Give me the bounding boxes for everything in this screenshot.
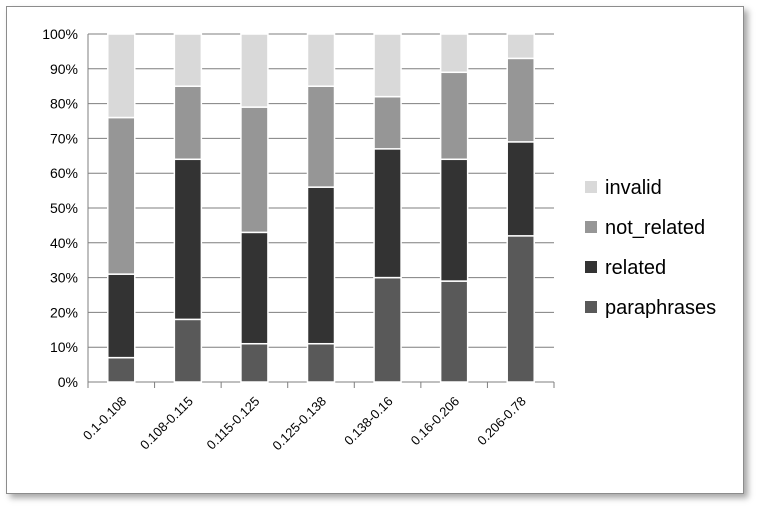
bar-segment-invalid <box>439 33 469 74</box>
legend-label: invalid <box>605 177 662 199</box>
y-tick-label: 100% <box>42 26 78 42</box>
bar-segment-not_related <box>173 85 203 161</box>
y-tick-label: 0% <box>58 374 78 390</box>
bar-segment-related <box>240 231 269 345</box>
x-tick-label: 0.16-0.206 <box>408 394 463 449</box>
x-tick-label: 0.206-0.78 <box>474 394 529 449</box>
bar-segment-paraphrases <box>373 276 402 383</box>
y-tick-label: 10% <box>50 339 78 355</box>
bar-segment-invalid <box>506 33 535 60</box>
x-tick-label: 0.1-0.108 <box>80 394 129 443</box>
bar-segment-invalid <box>373 33 402 98</box>
y-tick-label: 40% <box>50 235 78 251</box>
bar-segment-related <box>107 273 136 359</box>
bar-segment-related <box>439 158 469 282</box>
bar-segment-not_related <box>107 116 136 275</box>
bar-segment-invalid <box>173 33 203 87</box>
x-tick-label: 0.108-0.115 <box>137 394 196 453</box>
x-tick-label: 0.125-0.138 <box>269 394 329 454</box>
bar-segment-paraphrases <box>439 280 469 383</box>
y-tick-label: 50% <box>50 200 78 216</box>
bar-segment-paraphrases <box>240 342 269 383</box>
legend-label: not_related <box>605 217 705 239</box>
y-tick-label: 70% <box>50 130 78 146</box>
legend-swatch-related <box>585 261 597 273</box>
bar-segment-not_related <box>240 106 269 234</box>
legend-swatch-invalid <box>585 181 597 193</box>
y-tick-label: 30% <box>50 270 78 286</box>
legend-label: paraphrases <box>605 297 716 319</box>
x-tick-label: 0.115-0.125 <box>204 394 263 453</box>
y-tick-label: 60% <box>50 165 78 181</box>
y-tick-label: 20% <box>50 304 78 320</box>
y-tick-label: 90% <box>50 61 78 77</box>
bar-segment-related <box>373 148 402 279</box>
legend-swatch-paraphrases <box>585 301 597 313</box>
stacked-bar-chart: 0% 10% 20% 30% 40% 50% 60% 70% 80% 90% 100% 0.1-0.1… <box>42 26 716 454</box>
bar-segment-paraphrases <box>173 318 203 383</box>
bar-segment-invalid <box>107 33 136 119</box>
bar-segment-not_related <box>306 85 336 188</box>
bar-segment-paraphrases <box>306 342 336 383</box>
bar-segment-related <box>173 158 203 321</box>
bar-segment-not_related <box>439 71 469 161</box>
legend-swatch-not_related <box>585 221 597 233</box>
bar-segment-paraphrases <box>506 235 535 383</box>
bar-segment-invalid <box>306 33 336 87</box>
bar-segment-not_related <box>373 95 402 150</box>
bar-segment-invalid <box>240 33 269 108</box>
bar-segment-not_related <box>506 57 535 143</box>
x-tick-label: 0.138-0.16 <box>341 394 396 449</box>
bar-segment-paraphrases <box>107 356 136 383</box>
bar-segment-related <box>506 141 535 237</box>
chart-frame: 0% 10% 20% 30% 40% 50% 60% 70% 80% 90% 100% 0.1-0.1… <box>6 6 744 494</box>
bar-segment-related <box>306 186 336 345</box>
y-tick-label: 80% <box>50 96 78 112</box>
legend-label: related <box>605 257 666 279</box>
